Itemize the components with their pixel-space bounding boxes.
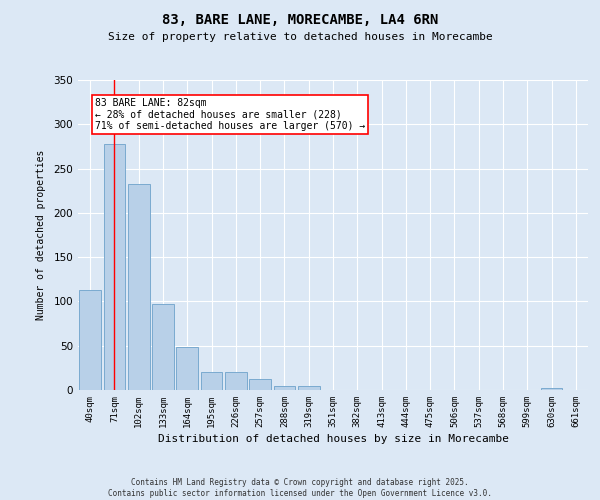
- Bar: [541, 388, 562, 390]
- Bar: [249, 380, 271, 390]
- Bar: [298, 386, 320, 390]
- Bar: [225, 372, 247, 390]
- Y-axis label: Number of detached properties: Number of detached properties: [37, 150, 46, 320]
- Text: Contains HM Land Registry data © Crown copyright and database right 2025.
Contai: Contains HM Land Registry data © Crown c…: [108, 478, 492, 498]
- Bar: [152, 304, 174, 390]
- Bar: [176, 348, 198, 390]
- Text: 83 BARE LANE: 82sqm
← 28% of detached houses are smaller (228)
71% of semi-detac: 83 BARE LANE: 82sqm ← 28% of detached ho…: [95, 98, 365, 131]
- Bar: [274, 386, 295, 390]
- Bar: [79, 290, 101, 390]
- X-axis label: Distribution of detached houses by size in Morecambe: Distribution of detached houses by size …: [157, 434, 509, 444]
- Text: 83, BARE LANE, MORECAMBE, LA4 6RN: 83, BARE LANE, MORECAMBE, LA4 6RN: [162, 12, 438, 26]
- Text: Size of property relative to detached houses in Morecambe: Size of property relative to detached ho…: [107, 32, 493, 42]
- Bar: [128, 184, 149, 390]
- Bar: [200, 372, 223, 390]
- Bar: [104, 144, 125, 390]
